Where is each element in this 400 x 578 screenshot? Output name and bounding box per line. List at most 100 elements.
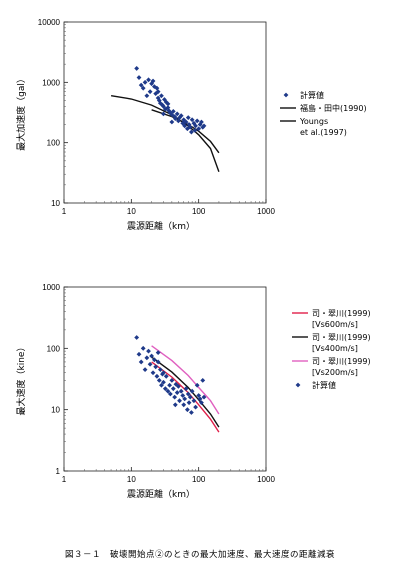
vel-legend-sublabel: [Vs400m/s] bbox=[312, 344, 358, 353]
acc-legend-sublabel: et al.(1997) bbox=[300, 128, 347, 137]
acc-data-point bbox=[149, 81, 155, 87]
vel-data-point bbox=[165, 388, 171, 394]
acc-data-point bbox=[201, 123, 207, 129]
vel-data-point bbox=[142, 367, 148, 373]
acc-x-tick-label: 10 bbox=[127, 207, 136, 216]
vel-data-point bbox=[172, 402, 178, 408]
vel-data-point bbox=[178, 388, 184, 394]
vel-data-point bbox=[161, 379, 166, 385]
vel-data-point bbox=[189, 388, 195, 394]
acc-data-point bbox=[175, 118, 181, 124]
vel-data-point bbox=[197, 396, 203, 402]
vel-data-point bbox=[154, 373, 160, 379]
vel-data-point bbox=[167, 382, 172, 388]
vel-legend-label: 司・翠川(1999) bbox=[312, 309, 371, 318]
acc-data-point bbox=[142, 79, 148, 85]
acc-data-point bbox=[166, 108, 172, 114]
vel-data-point bbox=[169, 378, 175, 383]
acc-data-point bbox=[147, 89, 153, 95]
acc-legend-label: 福島・田中(1990) bbox=[300, 103, 367, 113]
vel-x-axis-label: 震源距離（km） bbox=[127, 488, 195, 500]
vel-data-point bbox=[151, 357, 157, 363]
acc-data-point bbox=[182, 123, 188, 129]
acc-data-point bbox=[183, 119, 189, 125]
acc-data-point bbox=[155, 89, 161, 95]
vel-legend-label: 司・翠川(1999) bbox=[312, 357, 371, 366]
vel-data-point bbox=[199, 400, 204, 406]
acc-data-point bbox=[174, 111, 180, 117]
vel-data-point bbox=[201, 394, 207, 400]
vel-data-point bbox=[134, 335, 140, 340]
acc-series-line bbox=[151, 109, 220, 154]
acc-data-point bbox=[169, 112, 175, 118]
vel-data-point bbox=[140, 345, 146, 351]
acc-data-point bbox=[178, 113, 184, 119]
vel-y-tick-label: 100 bbox=[47, 344, 61, 353]
vel-data-point bbox=[163, 373, 169, 379]
acc-y-axis-label: 最大加速度（gal） bbox=[15, 74, 27, 151]
acc-data-point bbox=[140, 85, 146, 91]
vel-data-point bbox=[174, 390, 180, 395]
vel-y-tick-label: 1000 bbox=[42, 283, 60, 292]
acc-legend-marker bbox=[283, 92, 289, 98]
acc-data-point bbox=[194, 118, 200, 124]
acc-data-point bbox=[172, 116, 178, 122]
vel-series-line bbox=[151, 361, 220, 433]
acc-data-point bbox=[189, 129, 194, 135]
vel-data-point bbox=[155, 359, 161, 365]
acc-data-point bbox=[181, 117, 187, 123]
acc-data-point bbox=[134, 66, 140, 71]
vel-data-point bbox=[194, 382, 200, 388]
vel-data-point bbox=[159, 382, 164, 388]
vel-legend-label: 計算値 bbox=[312, 380, 336, 390]
acc-x-axis-label: 震源距離（km） bbox=[127, 220, 195, 232]
acc-data-point bbox=[162, 97, 167, 102]
acc-data-point bbox=[153, 91, 159, 97]
vel-y-tick-label: 10 bbox=[51, 406, 60, 415]
vel-data-point bbox=[144, 355, 150, 361]
vel-data-point bbox=[191, 398, 197, 404]
vel-x-tick-label: 1000 bbox=[257, 475, 275, 484]
acc-y-tick-label: 10 bbox=[51, 199, 60, 208]
acc-data-point bbox=[199, 119, 204, 125]
vel-data-point bbox=[184, 407, 190, 413]
vel-data-point bbox=[150, 370, 156, 376]
vel-series-line bbox=[151, 345, 220, 415]
vel-legend-sublabel: [Vs600m/s] bbox=[312, 320, 358, 329]
vel-data-point bbox=[183, 386, 189, 392]
vel-data-point bbox=[181, 402, 187, 408]
acc-x-tick-label: 1 bbox=[62, 207, 67, 216]
vel-data-point bbox=[146, 348, 151, 354]
acc-data-point bbox=[162, 106, 168, 112]
acc-data-point bbox=[192, 127, 198, 133]
acc-legend-label: 計算値 bbox=[300, 90, 324, 100]
acc-data-point bbox=[184, 126, 190, 132]
acc-data-point bbox=[161, 103, 166, 109]
acc-data-point bbox=[197, 122, 203, 127]
acc-data-point bbox=[138, 82, 144, 88]
vel-data-point bbox=[173, 381, 179, 387]
vel-x-tick-label: 1 bbox=[62, 475, 67, 484]
vel-y-axis-label: 最大速度（kine） bbox=[15, 343, 27, 416]
acc-x-tick-label: 1000 bbox=[257, 207, 275, 216]
acc-y-tick-label: 100 bbox=[47, 139, 61, 148]
vel-data-point bbox=[193, 404, 198, 410]
vel-data-point bbox=[177, 398, 182, 404]
acc-data-point bbox=[165, 105, 171, 111]
acc-data-point bbox=[150, 78, 156, 84]
acc-data-point bbox=[159, 93, 164, 99]
vel-series-line bbox=[151, 356, 220, 428]
vel-data-point bbox=[153, 364, 159, 370]
acc-plot-frame bbox=[63, 21, 267, 204]
acc-data-point bbox=[163, 99, 169, 105]
acc-y-tick-label: 1000 bbox=[42, 78, 60, 87]
vel-data-point bbox=[189, 410, 194, 415]
acc-data-point bbox=[193, 123, 198, 129]
vel-legend-marker bbox=[295, 382, 301, 388]
vel-data-point bbox=[155, 350, 161, 356]
vel-data-point bbox=[200, 378, 206, 383]
acc-data-point bbox=[154, 85, 160, 91]
vel-data-point bbox=[182, 396, 188, 402]
acc-data-point bbox=[161, 111, 166, 117]
vel-plot-frame bbox=[63, 286, 267, 472]
